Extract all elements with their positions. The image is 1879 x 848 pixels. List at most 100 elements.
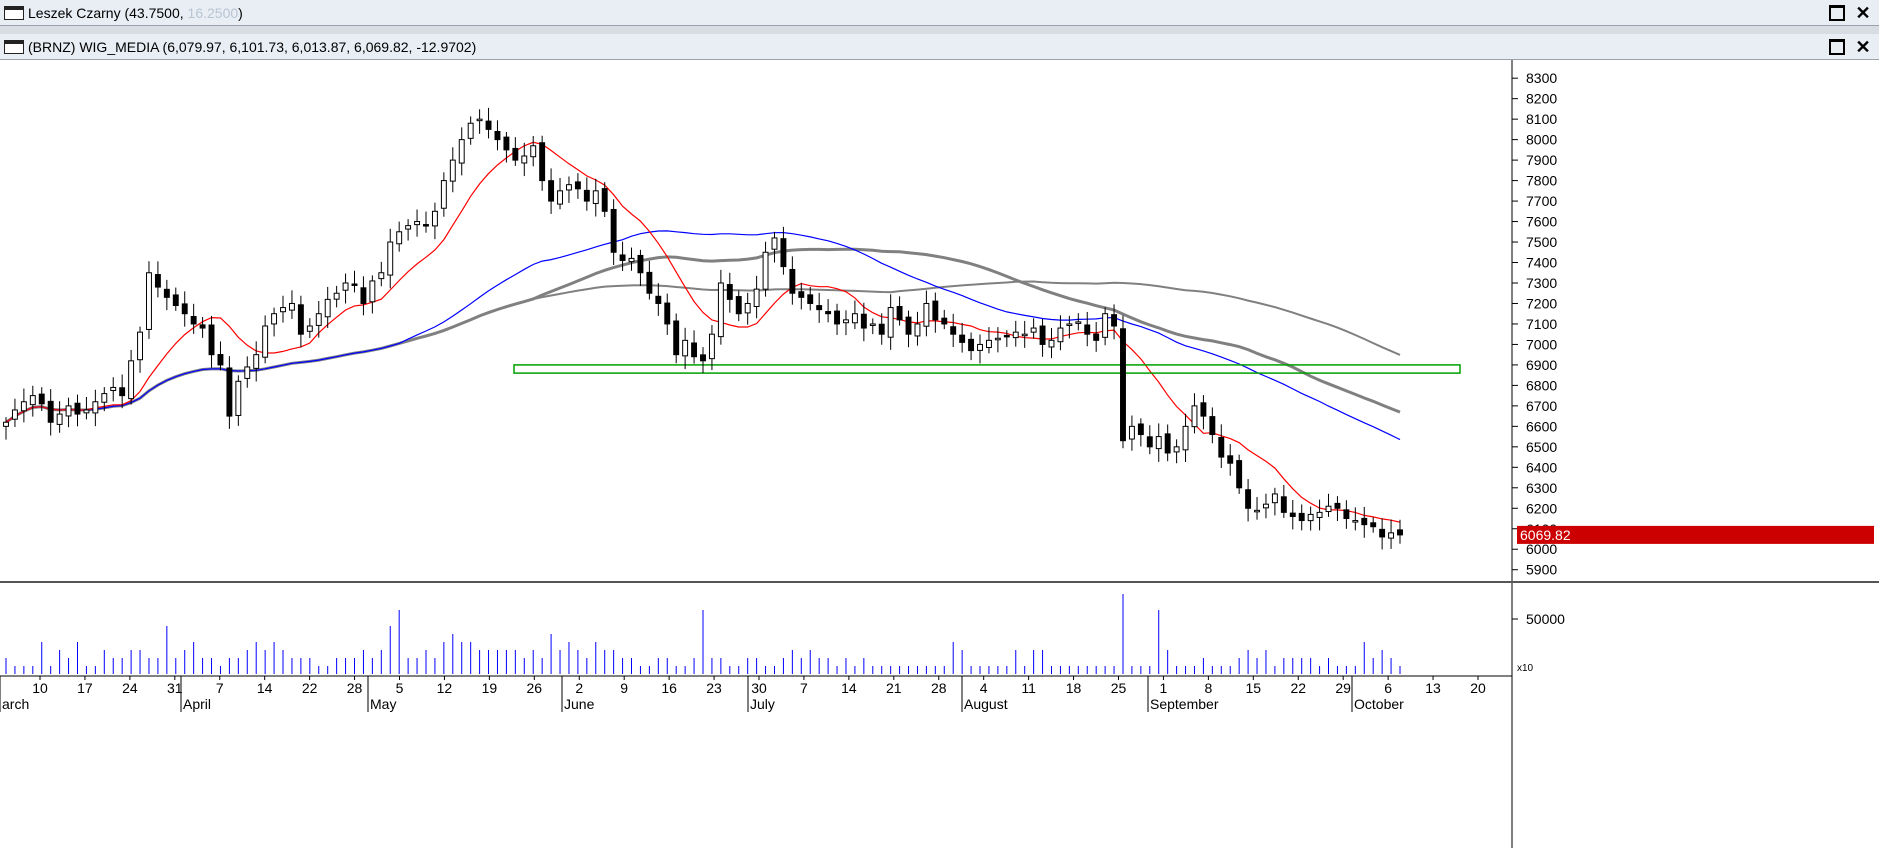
candle-body bbox=[691, 342, 698, 358]
candle-body bbox=[387, 241, 394, 276]
candle-body bbox=[646, 271, 653, 294]
volume-tick-label: 50000 bbox=[1526, 611, 1565, 627]
month-label: September bbox=[1150, 696, 1219, 712]
candle-body bbox=[1343, 509, 1350, 520]
day-label: 28 bbox=[931, 680, 947, 696]
candle-body bbox=[610, 208, 617, 253]
candle-body bbox=[1209, 416, 1216, 436]
candle-body bbox=[1191, 405, 1198, 428]
candle-body bbox=[1352, 520, 1359, 523]
candle-body bbox=[262, 325, 269, 358]
window-icon[interactable] bbox=[4, 6, 24, 20]
price-volume-chart[interactable]: 5900600061006200630064006500660067006800… bbox=[0, 60, 1879, 848]
window-title-bar-1[interactable]: Leszek Czarny (43.7500, 16.2500) ✕ bbox=[0, 0, 1879, 26]
candle-body bbox=[1048, 339, 1055, 348]
candle-body bbox=[154, 274, 161, 288]
day-label: 24 bbox=[122, 680, 138, 696]
candle-body bbox=[369, 280, 376, 303]
candle-body bbox=[431, 210, 438, 227]
candle-body bbox=[1379, 528, 1386, 538]
day-label: 4 bbox=[980, 680, 988, 696]
y-tick-label: 6900 bbox=[1526, 357, 1557, 373]
candle-body bbox=[887, 307, 894, 338]
candle-body bbox=[1066, 323, 1073, 326]
candle-body bbox=[1245, 489, 1252, 509]
close-icon[interactable]: ✕ bbox=[1855, 3, 1871, 23]
candle-body bbox=[521, 155, 528, 164]
candle-body bbox=[941, 317, 948, 325]
candle-body bbox=[494, 130, 501, 141]
candle-body bbox=[38, 393, 45, 405]
candle-body bbox=[1030, 327, 1037, 333]
day-label: 21 bbox=[886, 680, 902, 696]
candle-body bbox=[226, 367, 233, 417]
candle-body bbox=[1173, 446, 1180, 453]
red-ma-line bbox=[5, 141, 1401, 523]
candle-body bbox=[708, 333, 715, 360]
candle-body bbox=[923, 302, 930, 327]
candle-body bbox=[190, 316, 197, 325]
candle-body bbox=[753, 288, 760, 308]
candle-body bbox=[673, 320, 680, 356]
candle-body bbox=[1084, 324, 1091, 335]
candle-body bbox=[959, 334, 966, 343]
candle-body bbox=[932, 300, 939, 321]
close-icon[interactable]: ✕ bbox=[1855, 37, 1871, 57]
candle-body bbox=[977, 343, 983, 351]
candle-body bbox=[762, 251, 769, 290]
month-label: arch bbox=[2, 696, 29, 712]
day-label: 7 bbox=[800, 680, 808, 696]
candle-body bbox=[530, 145, 537, 158]
candle-body bbox=[405, 225, 412, 230]
candle-body bbox=[512, 147, 519, 161]
candle-body bbox=[110, 386, 117, 392]
window-title-bar-2[interactable]: (BRNZ) WIG_MEDIA (6,079.97, 6,101.73, 6,… bbox=[0, 34, 1879, 60]
price-axis-area bbox=[1512, 60, 1879, 848]
candle-body bbox=[253, 354, 260, 369]
candle-body bbox=[548, 180, 555, 202]
day-label: 5 bbox=[396, 680, 404, 696]
candle-body bbox=[1012, 331, 1019, 339]
window-icon[interactable] bbox=[4, 40, 24, 54]
day-label: 22 bbox=[302, 680, 318, 696]
day-label: 6 bbox=[1384, 680, 1392, 696]
day-label: 26 bbox=[527, 680, 543, 696]
candle-body bbox=[798, 291, 805, 298]
candle-body bbox=[655, 295, 662, 304]
candle-body bbox=[297, 304, 304, 335]
day-label: 8 bbox=[1204, 680, 1212, 696]
candle-body bbox=[288, 302, 295, 311]
candle-body bbox=[342, 282, 349, 291]
y-tick-label: 8000 bbox=[1526, 132, 1557, 148]
maximize-icon[interactable] bbox=[1829, 39, 1845, 55]
candle-body bbox=[628, 257, 635, 263]
candle-body bbox=[333, 292, 340, 300]
y-tick-label: 7600 bbox=[1526, 214, 1557, 230]
candle-body bbox=[860, 313, 867, 329]
y-tick-label: 6200 bbox=[1526, 500, 1557, 516]
candle-body bbox=[780, 238, 787, 268]
candle-body bbox=[324, 298, 331, 318]
candle-body bbox=[601, 188, 608, 212]
candle-body bbox=[1280, 496, 1287, 513]
candle-body bbox=[1120, 328, 1126, 442]
y-tick-label: 7000 bbox=[1526, 336, 1557, 352]
candle-body bbox=[735, 296, 742, 315]
day-label: 22 bbox=[1290, 680, 1306, 696]
candle-body bbox=[583, 189, 590, 202]
candle-body bbox=[1388, 532, 1395, 539]
day-label: 17 bbox=[77, 680, 93, 696]
candle-body bbox=[789, 268, 796, 294]
day-label: 9 bbox=[620, 680, 628, 696]
window-title-2: (BRNZ) WIG_MEDIA (6,079.97, 6,101.73, 6,… bbox=[28, 39, 477, 55]
maximize-icon[interactable] bbox=[1829, 5, 1845, 21]
y-tick-label: 5900 bbox=[1526, 562, 1557, 578]
candle-body bbox=[1146, 436, 1153, 448]
candle-body bbox=[1334, 502, 1341, 509]
candle-body bbox=[896, 306, 903, 321]
candle-body bbox=[1111, 314, 1118, 327]
day-label: 16 bbox=[661, 680, 677, 696]
y-tick-label: 8200 bbox=[1526, 91, 1557, 107]
candle-body bbox=[1370, 522, 1377, 528]
candle-body bbox=[1236, 460, 1243, 489]
